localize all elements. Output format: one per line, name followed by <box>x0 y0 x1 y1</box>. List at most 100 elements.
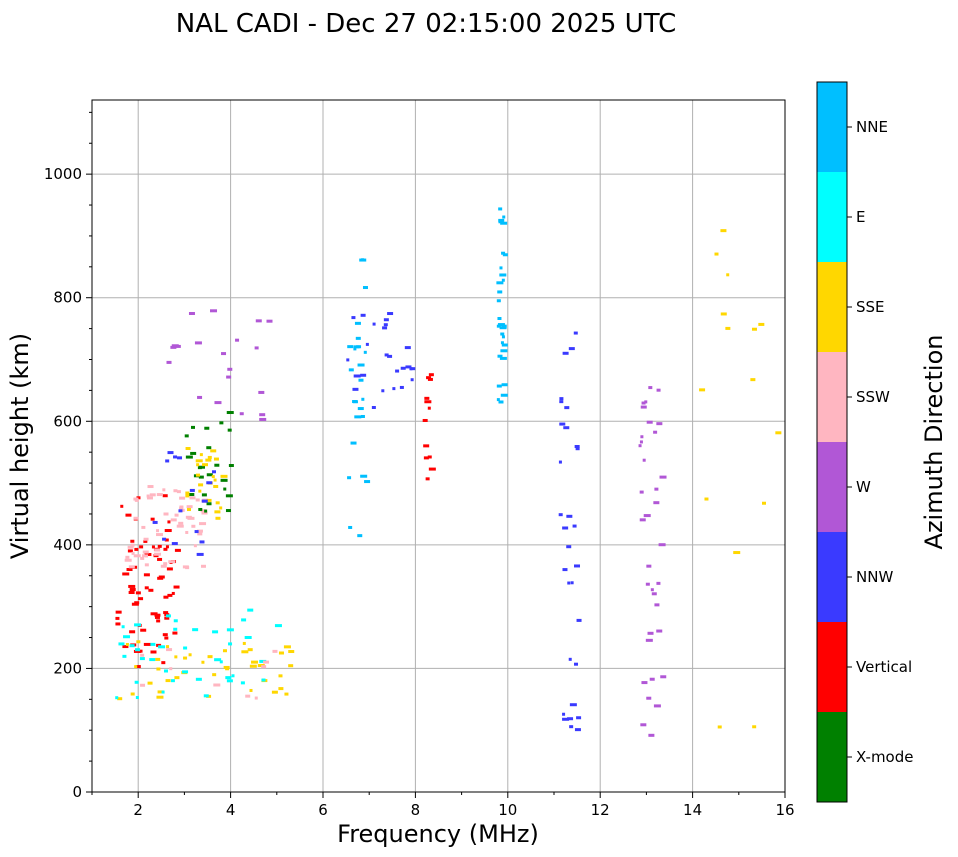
echo-mark <box>646 420 653 424</box>
echo-mark <box>214 510 221 514</box>
echo-mark <box>205 458 212 462</box>
echo-mark <box>201 499 208 503</box>
echo-mark <box>133 554 141 558</box>
echo-mark <box>165 679 171 683</box>
echo-mark <box>228 464 234 468</box>
echo-mark <box>211 475 215 479</box>
echo-mark <box>574 728 581 732</box>
echo-mark <box>164 616 170 620</box>
echo-mark <box>353 374 361 378</box>
echo-mark <box>150 642 156 646</box>
echo-mark <box>220 478 228 482</box>
echo-mark <box>566 545 572 549</box>
echo-mark <box>197 466 202 470</box>
echo-mark <box>206 502 212 506</box>
echo-mark <box>198 465 205 469</box>
echo-mark <box>183 646 188 650</box>
echo-mark <box>364 480 371 484</box>
echo-mark <box>559 422 566 426</box>
echo-mark <box>200 509 206 513</box>
echo-mark <box>423 456 429 460</box>
echo-mark <box>183 656 188 660</box>
echo-mark <box>574 564 581 568</box>
echo-mark <box>122 654 127 658</box>
echo-mark <box>358 378 364 382</box>
echo-mark <box>186 505 193 509</box>
echo-mark <box>347 345 354 349</box>
echo-mark <box>572 524 577 528</box>
echo-mark <box>371 405 376 409</box>
echo-mark <box>496 324 501 328</box>
echo-mark <box>227 428 232 432</box>
echo-mark <box>204 426 210 430</box>
echo-mark <box>427 377 433 381</box>
echo-mark <box>566 514 573 518</box>
echo-mark <box>502 215 506 219</box>
echo-mark <box>501 324 507 328</box>
echo-mark <box>354 321 361 325</box>
echo-mark <box>130 543 135 547</box>
echo-mark <box>173 585 180 589</box>
echo-mark <box>213 478 217 482</box>
echo-mark <box>500 341 504 345</box>
echo-mark <box>639 518 646 522</box>
echo-mark <box>123 635 131 639</box>
echo-mark <box>499 273 507 277</box>
echo-mark <box>221 352 227 356</box>
echo-mark <box>714 252 719 256</box>
echo-mark <box>496 398 500 402</box>
echo-mark <box>410 367 416 371</box>
echo-mark <box>164 538 169 542</box>
echo-mark <box>140 683 146 687</box>
echo-mark <box>190 451 197 455</box>
echo-mark <box>174 676 180 680</box>
echo-mark <box>160 564 167 568</box>
echo-mark <box>126 567 133 571</box>
echo-mark <box>195 677 202 681</box>
echo-mark <box>569 725 574 729</box>
echo-mark <box>164 669 169 673</box>
echo-mark <box>249 664 257 668</box>
echo-mark <box>179 496 186 500</box>
echo-mark <box>174 548 181 552</box>
echo-mark <box>128 590 135 594</box>
colorbar-frame <box>816 81 848 803</box>
echo-mark <box>360 414 365 418</box>
echo-mark <box>196 463 200 467</box>
echo-mark <box>152 520 158 524</box>
echo-mark <box>501 383 508 387</box>
echo-mark <box>499 356 507 360</box>
chart-title: NAL CADI - Dec 27 02:15:00 2025 UTC <box>176 9 676 39</box>
echo-mark <box>197 532 203 536</box>
echo-mark <box>136 496 141 500</box>
echo-mark <box>274 624 282 628</box>
echo-mark <box>167 451 174 455</box>
echo-mark <box>165 545 169 549</box>
echo-mark <box>564 406 570 410</box>
echo-mark <box>173 455 178 459</box>
echo-mark <box>129 588 136 592</box>
echo-mark <box>653 501 660 505</box>
echo-mark <box>568 347 575 351</box>
echo-mark <box>156 619 161 623</box>
echo-mark <box>241 650 249 654</box>
echo-mark <box>151 545 155 549</box>
y-tick-label: 800 <box>53 289 82 307</box>
echo-mark <box>195 498 200 502</box>
echo-mark <box>207 655 213 659</box>
echo-mark <box>215 516 221 520</box>
echo-mark <box>405 365 412 369</box>
echo-mark <box>501 278 505 282</box>
echo-mark <box>154 615 160 619</box>
echo-mark <box>150 650 157 654</box>
echo-mark <box>207 455 212 459</box>
echo-mark <box>164 529 172 533</box>
echo-mark <box>383 323 388 327</box>
echo-mark <box>171 591 175 595</box>
echo-mark <box>244 635 252 639</box>
echo-mark <box>185 494 190 498</box>
echo-mark <box>353 347 357 351</box>
echo-mark <box>346 358 350 362</box>
echo-mark <box>204 509 208 513</box>
echo-mark <box>139 657 145 661</box>
